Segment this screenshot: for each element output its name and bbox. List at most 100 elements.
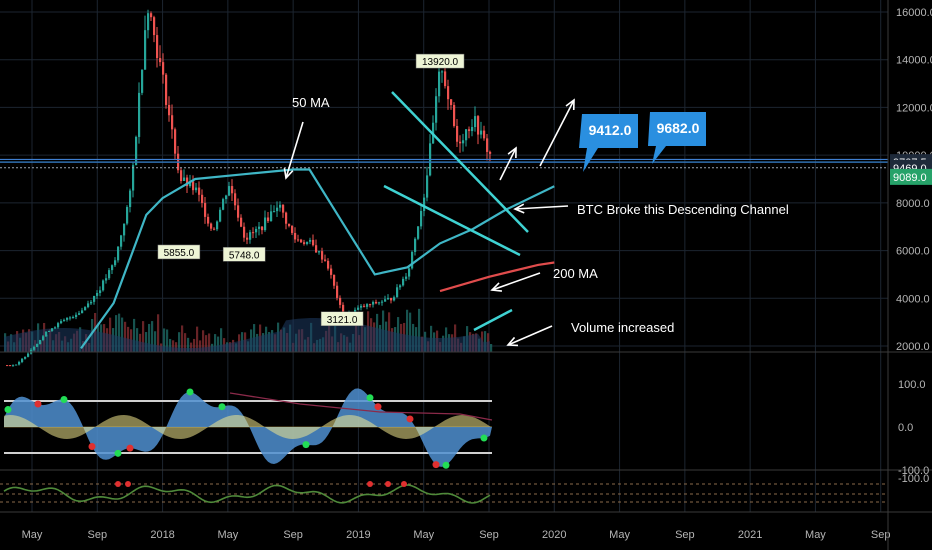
volume-arrow-head bbox=[506, 336, 519, 347]
x-tick-label: 2021 bbox=[738, 529, 762, 541]
candle-body bbox=[420, 210, 423, 227]
volume-bar bbox=[490, 343, 493, 352]
volume-bars bbox=[4, 308, 493, 352]
chart-grid bbox=[0, 0, 888, 512]
candle-body bbox=[117, 246, 120, 261]
y-tick-label: 12000.0 bbox=[896, 102, 932, 114]
candle-body bbox=[444, 71, 447, 87]
candle-body bbox=[144, 30, 147, 70]
candle-body bbox=[399, 285, 402, 288]
x-tick-label: Sep bbox=[871, 529, 891, 541]
volume-bar bbox=[406, 309, 409, 352]
candle-body bbox=[471, 127, 474, 132]
candle-body bbox=[465, 129, 468, 141]
candle-body bbox=[363, 305, 366, 307]
annotations: 50 MA BTC Broke this Descending Channel 20… bbox=[157, 53, 789, 347]
volume-bar bbox=[205, 335, 208, 352]
candle-body bbox=[6, 365, 9, 367]
osc2-dot bbox=[401, 481, 407, 487]
volume-bar bbox=[124, 321, 127, 352]
osc2-dot bbox=[367, 481, 373, 487]
candle-body bbox=[321, 251, 324, 260]
candle-body bbox=[174, 129, 177, 154]
candle-body bbox=[159, 58, 162, 63]
ma200-arrow bbox=[491, 272, 541, 291]
annotation-text: BTC Broke this Descending Channel bbox=[577, 202, 789, 217]
ma50-arrow bbox=[285, 121, 304, 179]
volume-bar bbox=[409, 312, 412, 352]
candle-body bbox=[48, 330, 51, 332]
y-tick-label: 14000.0 bbox=[896, 55, 932, 67]
candle-body bbox=[234, 193, 237, 206]
ma50-line bbox=[80, 168, 555, 350]
volume-bar bbox=[133, 318, 136, 352]
volume-bar bbox=[151, 321, 154, 352]
candle-body bbox=[486, 138, 489, 152]
candle-body bbox=[192, 181, 195, 191]
candle-body bbox=[39, 339, 42, 345]
candle-body bbox=[90, 301, 93, 304]
x-tick-label: Sep bbox=[283, 529, 303, 541]
breakout-arrow-head bbox=[507, 146, 517, 159]
annotation-text: 50 MA bbox=[292, 95, 330, 110]
candle-body bbox=[96, 292, 99, 296]
candle-body bbox=[57, 323, 60, 328]
x-tick-label: May bbox=[609, 529, 630, 541]
x-tick-label: May bbox=[217, 529, 238, 541]
candle-body bbox=[462, 140, 465, 144]
candle-body bbox=[264, 217, 267, 231]
candle-body bbox=[54, 327, 57, 329]
volume-bar bbox=[208, 333, 211, 352]
volume-bar bbox=[121, 317, 124, 352]
candle-body bbox=[270, 211, 273, 222]
candle-body bbox=[135, 136, 138, 166]
candle-body bbox=[306, 241, 309, 244]
candle-body bbox=[120, 235, 123, 247]
volume-bar bbox=[184, 333, 187, 352]
candle-body bbox=[99, 290, 102, 293]
candle-body bbox=[36, 344, 39, 347]
osc-buy-dot bbox=[186, 388, 194, 396]
osc-buy-dot bbox=[442, 461, 450, 469]
candle-body bbox=[357, 307, 360, 310]
volume-bar bbox=[190, 342, 193, 352]
osc-tick-label: 100.0 bbox=[898, 379, 926, 391]
candle-body bbox=[153, 17, 156, 36]
volume-bar bbox=[142, 321, 145, 352]
candle-body bbox=[408, 268, 411, 277]
channel-lower-line bbox=[383, 184, 521, 257]
point-label-box bbox=[415, 53, 465, 69]
x-tick-label: Sep bbox=[675, 529, 695, 541]
osc-buy-dot bbox=[366, 394, 374, 402]
candle-body bbox=[405, 276, 408, 279]
candle-body bbox=[165, 74, 168, 105]
candle-body bbox=[111, 265, 114, 271]
candle-body bbox=[366, 304, 369, 307]
candle-body bbox=[480, 130, 483, 135]
price-callout-label: 9682.0 bbox=[657, 120, 700, 136]
candle-body bbox=[102, 280, 105, 291]
candle-body bbox=[168, 104, 171, 116]
candle-body bbox=[441, 71, 444, 73]
osc-sell-dot bbox=[88, 443, 96, 451]
candle-body bbox=[291, 225, 294, 233]
point-label: 5748.0 bbox=[229, 250, 260, 261]
candle-body bbox=[210, 223, 213, 229]
candle-body bbox=[252, 232, 255, 234]
candle-body bbox=[411, 251, 414, 269]
x-tick-label: Sep bbox=[479, 529, 499, 541]
candle-body bbox=[402, 278, 405, 286]
candle-body bbox=[312, 239, 315, 246]
candle-body bbox=[372, 301, 375, 305]
x-tick-label: May bbox=[805, 529, 826, 541]
breakout-arrow bbox=[499, 147, 517, 181]
price-tag-label: 9089.0 bbox=[893, 172, 927, 184]
osc2-dot bbox=[115, 481, 121, 487]
volume-bar bbox=[175, 342, 178, 352]
volume-bar bbox=[181, 325, 184, 352]
osc-buy-dot bbox=[4, 406, 12, 414]
y-tick-label: 8000.0 bbox=[896, 198, 930, 210]
candle-body bbox=[477, 116, 480, 135]
